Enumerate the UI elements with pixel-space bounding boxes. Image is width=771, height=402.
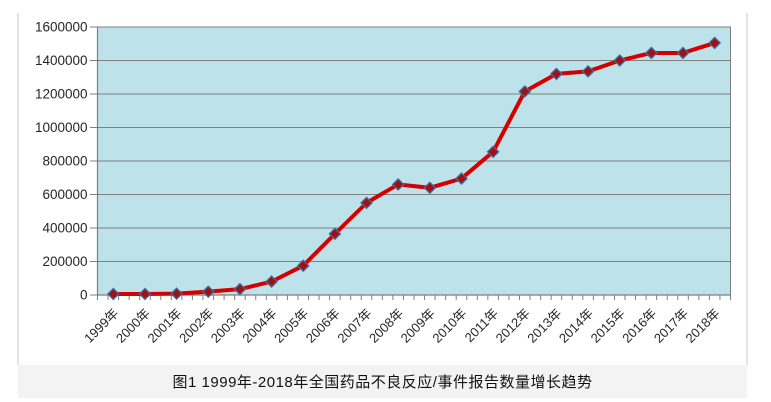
x-axis-tick-label: 2001年 xyxy=(144,306,184,346)
x-axis-tick-label: 2017年 xyxy=(651,306,691,346)
data-point-marker xyxy=(708,36,722,50)
x-axis-tick-label: 2006年 xyxy=(303,306,343,346)
data-point-marker xyxy=(676,46,690,60)
x-axis-tick-label: 2008年 xyxy=(366,306,406,346)
data-point-marker xyxy=(233,282,247,296)
x-axis-tick-label: 2003年 xyxy=(208,306,248,346)
chart-area: 0 200000 400000 600000 800000 1000000 1200000 1… xyxy=(35,20,731,346)
y-axis-tick-label: 1600000 xyxy=(35,20,88,35)
data-point-marker xyxy=(486,145,500,159)
figure-caption: 图1 1999年-2018年全国药品不良反应/事件报告数量增长趋势 xyxy=(172,374,593,391)
data-point-marker xyxy=(328,227,342,241)
x-axis-tick-label: 2012年 xyxy=(493,306,533,346)
x-axis-tick-label: 2000年 xyxy=(113,306,153,346)
x-axis-tick-label: 2016年 xyxy=(619,306,659,346)
x-axis-tick-label: 2018年 xyxy=(683,306,723,346)
x-axis-tick-label: 1999年 xyxy=(81,306,121,346)
data-point-marker xyxy=(644,46,658,60)
data-point-marker xyxy=(296,259,310,273)
data-point-marker xyxy=(170,287,184,301)
data-point-marker xyxy=(265,275,278,289)
y-axis-tick-label: 0 xyxy=(80,288,88,303)
x-axis-tick-label: 2014年 xyxy=(556,306,596,346)
data-point-marker xyxy=(201,285,215,299)
right-page-border xyxy=(746,13,748,365)
x-axis-tick-label: 2013年 xyxy=(524,306,564,346)
x-axis-tick-label: 2005年 xyxy=(271,306,311,346)
x-axis-tick-label: 2009年 xyxy=(398,306,438,346)
x-axis-tick-label: 2010年 xyxy=(429,306,469,346)
data-point-marker xyxy=(423,181,437,195)
data-point-marker xyxy=(138,287,152,301)
data-point-marker xyxy=(106,287,120,301)
y-axis-tick-label: 200000 xyxy=(42,254,87,269)
data-point-marker xyxy=(360,196,373,210)
data-point-marker xyxy=(391,178,405,191)
x-axis-tick-label: 2015年 xyxy=(588,306,628,346)
left-page-border xyxy=(17,13,19,365)
data-point-marker xyxy=(455,172,468,186)
x-axis-tick-label: 2004年 xyxy=(239,306,279,346)
y-axis-tick-label: 1400000 xyxy=(35,53,88,68)
y-axis-tick-label: 400000 xyxy=(42,221,87,236)
figure-caption-band: 图1 1999年-2018年全国药品不良反应/事件报告数量增长趋势 xyxy=(18,365,747,398)
y-axis-tick-label: 600000 xyxy=(42,187,87,202)
data-point-marker xyxy=(550,67,563,81)
x-axis-tick-label: 2007年 xyxy=(334,306,374,346)
y-axis-tick-label: 800000 xyxy=(42,154,87,169)
data-point-marker xyxy=(613,54,627,67)
x-axis-tick-label: 2002年 xyxy=(176,306,216,346)
y-axis-tick-label: 1000000 xyxy=(35,120,88,135)
data-point-marker xyxy=(581,64,595,78)
trend-line-chart: 0 200000 400000 600000 800000 1000000 1200000 1… xyxy=(35,20,731,346)
data-point-marker xyxy=(518,85,532,98)
y-axis-tick-label: 1200000 xyxy=(35,87,88,102)
